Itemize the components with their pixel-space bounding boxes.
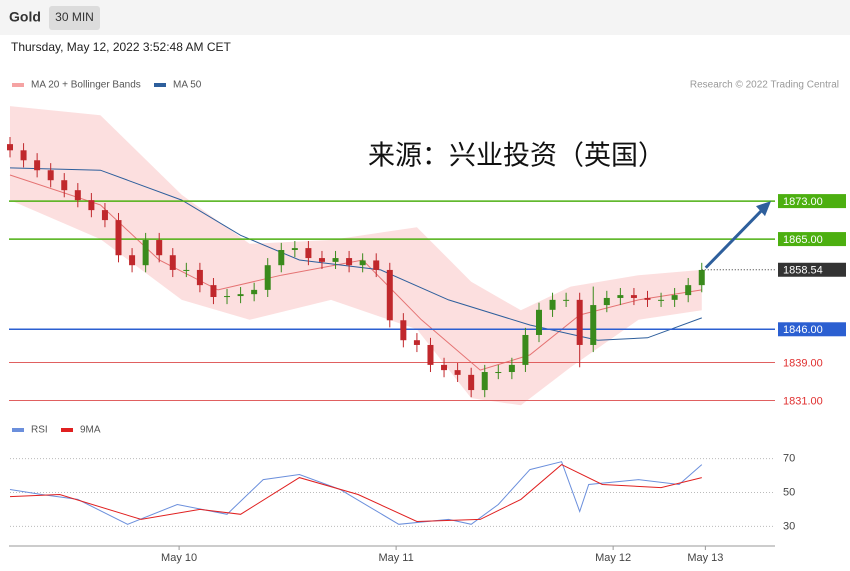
candle-body [454, 370, 461, 375]
last-price-badge [778, 262, 846, 277]
candle-body [671, 295, 678, 300]
candle-body [101, 210, 108, 221]
candle-body [47, 170, 54, 181]
candle-body [373, 260, 380, 270]
candle-body [291, 248, 298, 250]
candle-body [359, 260, 366, 266]
legend-label: RSI [31, 425, 48, 436]
candle-body [305, 248, 312, 259]
candle-body [400, 320, 407, 341]
candle-body [685, 285, 692, 296]
rsi-tick-label: 70 [783, 453, 795, 465]
x-tick-label: May 10 [161, 552, 197, 564]
legend-swatch [61, 428, 73, 432]
bollinger-band [10, 106, 702, 406]
date: Thursday, May 12, 2022 3:52:48 AM CET [11, 40, 232, 54]
candle-body [224, 296, 231, 298]
candle-body [61, 180, 68, 191]
level-label: 1839.00 [783, 357, 823, 369]
candle-body [441, 364, 448, 371]
legend-swatch [12, 83, 24, 87]
candle-body [34, 160, 41, 171]
candle-body [183, 269, 190, 271]
candle-body [617, 295, 624, 298]
candle-body [169, 255, 176, 270]
candle-body [115, 220, 122, 256]
candle-body [630, 295, 637, 298]
candle-body [156, 240, 163, 256]
candle-body [251, 289, 258, 295]
annotation: 来源：兴业投资（英国） [368, 141, 665, 172]
candle-body [603, 297, 610, 306]
x-tick-label: May 12 [595, 552, 631, 564]
candle-body [332, 258, 339, 262]
candle-body [563, 299, 570, 301]
legend-label: 9MA [80, 425, 101, 436]
candle-body [427, 344, 434, 365]
candle-body [88, 200, 95, 211]
level-label: 1846.00 [783, 324, 823, 336]
legend-label: MA 50 [173, 80, 202, 91]
candle-body [196, 269, 203, 286]
header-bar [0, 0, 850, 35]
legend-label: MA 20 + Bollinger Bands [31, 80, 141, 91]
candle-body [278, 250, 285, 266]
copyright: Research © 2022 Trading Central [690, 80, 839, 91]
ma50-line [9, 167, 702, 341]
candle-body [318, 258, 325, 262]
candle-body [237, 294, 244, 297]
candle-body [142, 240, 149, 266]
level-label: 1865.00 [783, 234, 823, 246]
candle-body [481, 372, 488, 391]
interval-badge [49, 6, 100, 30]
candle-body [468, 374, 475, 391]
candle-body [590, 305, 597, 345]
candle-body [576, 299, 583, 345]
candle-body [549, 299, 556, 310]
last-price-label: 1858.54 [783, 265, 823, 277]
level-badge [778, 194, 846, 209]
candle-body [658, 299, 665, 301]
legend-swatch [12, 428, 24, 432]
candle-body [522, 334, 529, 365]
candle-body [74, 190, 81, 201]
candle-body [644, 297, 651, 300]
candle-body [264, 265, 271, 290]
candle-body [346, 258, 353, 266]
candle-body [7, 144, 13, 151]
symbol: Gold [9, 9, 41, 25]
level-label: 1873.00 [783, 196, 823, 208]
candle-body [495, 372, 502, 374]
interval: 30 MIN [55, 10, 94, 24]
legend-swatch [154, 83, 166, 87]
rsi-line [9, 464, 702, 523]
candle-body [129, 255, 136, 266]
rsi-line [9, 461, 703, 525]
candle-body [413, 340, 420, 345]
x-tick-label: May 11 [378, 552, 413, 564]
rsi-tick-label: 30 [783, 520, 795, 532]
candle-body [210, 285, 217, 298]
x-tick-label: May 13 [687, 552, 723, 564]
level-badge [778, 322, 846, 337]
candle-body [698, 269, 705, 286]
candle-body [535, 309, 542, 335]
forecast-arrow [704, 208, 765, 269]
candle-body [386, 269, 393, 321]
level-badge [778, 232, 846, 247]
level-label: 1831.00 [783, 395, 823, 407]
rsi-tick-label: 50 [783, 486, 795, 498]
arrow-head [756, 201, 771, 217]
candle-body [20, 150, 27, 161]
candle-body [508, 364, 515, 373]
